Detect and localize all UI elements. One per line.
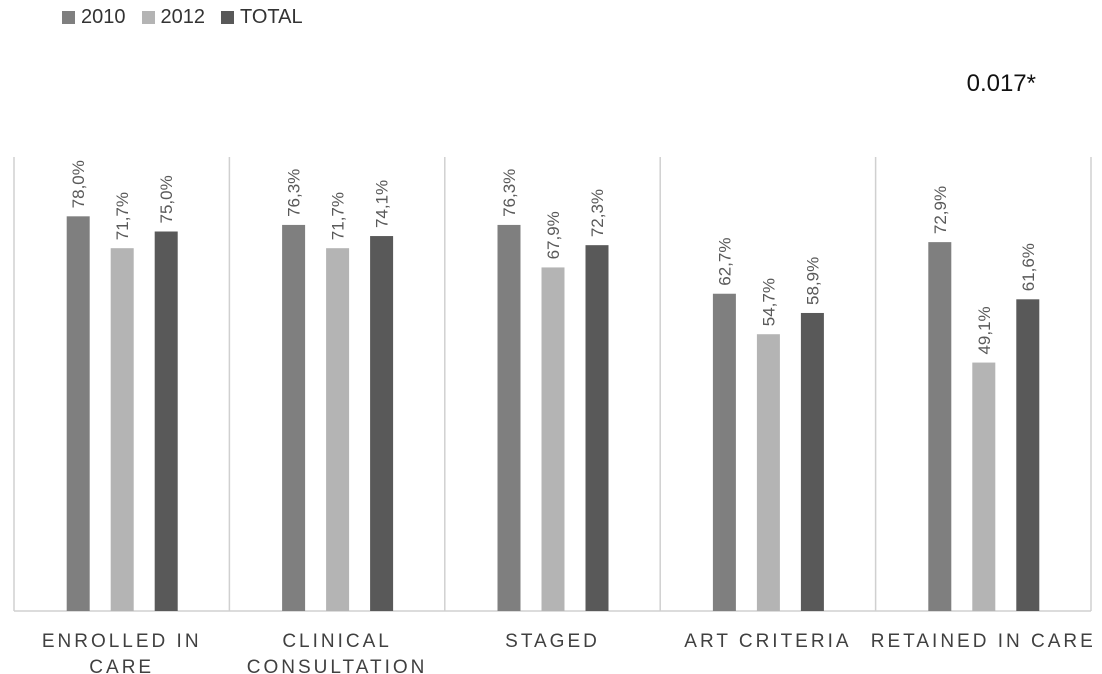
legend-item-2012: 2012 [141,6,206,29]
bar [972,362,996,611]
bar [1016,299,1040,611]
bar [154,231,178,611]
legend-swatch-2012 [141,11,155,24]
data-label: 76,3% [285,169,304,217]
category-label: RETAINED IN CARE [871,631,1096,652]
legend: 2010 2012 TOTAL [62,6,303,29]
category-label: CONSULTATION [247,657,428,674]
legend-label-2012: 2012 [160,6,206,28]
data-label: 61,6% [1019,243,1038,291]
data-label: 74,1% [373,180,392,228]
bar [712,293,736,611]
significance-annotation: 0.017* [966,70,1036,97]
data-label: 58,9% [803,257,822,305]
data-label: 49,1% [975,306,994,354]
category-label: ENROLLED IN [42,631,202,652]
bar [66,216,90,611]
category-label: CLINICAL [282,631,392,652]
bar [928,242,952,611]
bar [370,236,394,611]
data-label: 76,3% [500,169,519,217]
bar [756,334,780,611]
bar [541,267,565,611]
bar [585,245,609,612]
legend-swatch-2010 [62,11,75,24]
category-label: ART CRITERIA [684,631,851,652]
category-label: CARE [89,657,154,674]
legend-label-total: TOTAL [240,6,303,28]
legend-swatch-total [221,11,234,24]
data-label: 54,7% [759,278,778,326]
bar [110,248,134,611]
data-label: 67,9% [544,211,563,259]
data-label: 78,0% [69,160,88,208]
data-label: 75,0% [157,175,176,223]
bar [497,224,521,611]
bar [800,312,824,611]
data-label: 62,7% [715,238,734,286]
legend-item-total: TOTAL [221,6,303,29]
legend-item-2010: 2010 [62,6,126,29]
data-label: 72,9% [931,186,950,234]
category-label: STAGED [505,631,600,652]
data-label: 71,7% [329,192,348,240]
bar [326,248,350,611]
legend-label-2010: 2010 [81,6,126,28]
data-label: 71,7% [113,192,132,240]
bar [282,224,306,611]
data-label: 72,3% [588,189,607,237]
